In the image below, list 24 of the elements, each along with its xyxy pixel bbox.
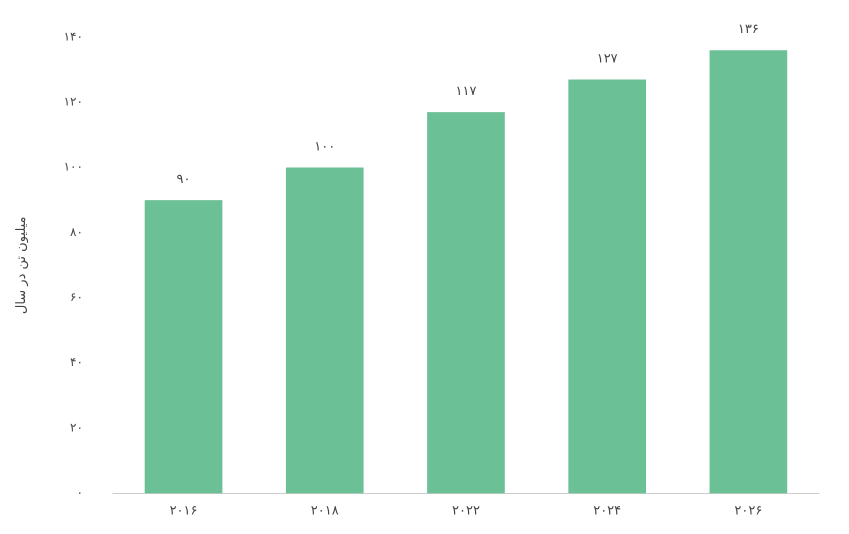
data-label: ۱۳۶ xyxy=(738,22,759,38)
y-tick-label: ۱۲۰ xyxy=(64,94,83,108)
bar xyxy=(286,168,364,494)
y-axis-title: میلیون تن در سال xyxy=(14,216,30,314)
data-label: ۹۰ xyxy=(176,172,191,188)
x-tick-label: ۲۰۱۶ xyxy=(170,504,198,519)
y-tick-label: ۱۰۰ xyxy=(64,160,83,174)
bar xyxy=(710,50,788,494)
x-tick-label: ۲۰۱۸ xyxy=(310,504,339,519)
bar xyxy=(427,112,505,494)
x-tick-label: ۲۰۲۲ xyxy=(452,504,480,519)
y-tick-label: ۱۴۰ xyxy=(64,29,83,44)
y-tick-label: ۸۰ xyxy=(70,224,83,239)
bar xyxy=(568,80,646,494)
data-label: ۱۰۰ xyxy=(314,139,336,154)
bar xyxy=(144,200,222,494)
y-tick-label: ۰ xyxy=(76,486,83,500)
x-tick-label: ۲۰۲۶ xyxy=(734,504,762,519)
data-label: ۱۱۷ xyxy=(455,84,476,100)
x-tick-label: ۲۰۲۴ xyxy=(593,504,622,519)
y-tick-label: ۶۰ xyxy=(70,290,83,304)
data-label: ۱۲۷ xyxy=(596,51,618,66)
y-tick-label: ۴۰ xyxy=(70,355,83,370)
y-tick-label: ۲۰ xyxy=(70,420,83,434)
